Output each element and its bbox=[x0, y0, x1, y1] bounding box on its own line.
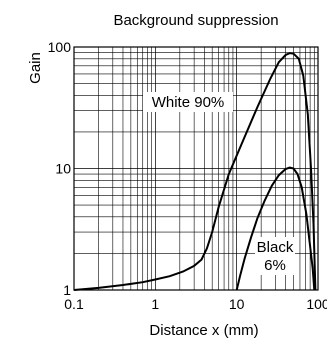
y-tick-label: 1 bbox=[63, 282, 71, 298]
series-label: Black bbox=[257, 239, 294, 256]
series-line-black bbox=[235, 166, 316, 291]
y-tick-labels: 1 10 100 bbox=[48, 39, 72, 298]
y-tick-label: 10 bbox=[55, 161, 71, 177]
chart-title: Background suppression bbox=[113, 12, 278, 29]
series-label: White 90% bbox=[152, 94, 225, 111]
y-axis-label: Gain bbox=[27, 52, 44, 84]
x-axis-label: Distance x (mm) bbox=[149, 322, 258, 339]
series-label-background bbox=[255, 237, 295, 275]
series-layer bbox=[73, 52, 317, 291]
series-label-background bbox=[143, 92, 233, 112]
x-tick-label: 10 bbox=[229, 296, 245, 312]
series-line-white bbox=[73, 52, 317, 291]
plot-border bbox=[73, 46, 319, 291]
x-tick-label: 0.1 bbox=[64, 296, 84, 312]
x-tick-label: 1 bbox=[151, 296, 159, 312]
series-label: 6% bbox=[264, 257, 286, 274]
y-tick-label: 100 bbox=[48, 39, 72, 55]
x-tick-label: 100 bbox=[306, 296, 327, 312]
x-tick-labels: 0.1 1 10 100 bbox=[64, 296, 327, 312]
